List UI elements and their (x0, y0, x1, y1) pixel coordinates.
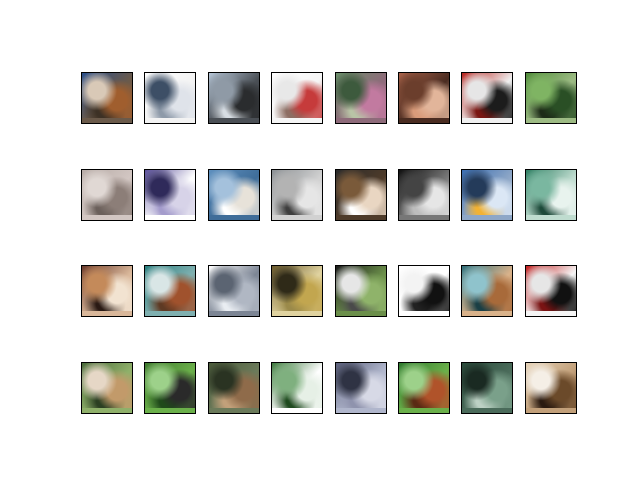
image-thumbnail (208, 169, 260, 221)
image-thumbnail (335, 265, 387, 317)
image-thumbnail (525, 169, 577, 221)
ship-thumbnail (209, 73, 259, 123)
image-thumbnail (398, 362, 450, 414)
horse-thumbnail (145, 363, 195, 413)
cat-thumbnail (82, 73, 132, 123)
image-thumbnail (81, 169, 133, 221)
airplane-thumbnail (272, 363, 322, 413)
frog-thumbnail (462, 363, 512, 413)
image-thumbnail (525, 72, 577, 124)
dog-thumbnail (526, 363, 576, 413)
deer-thumbnail (272, 266, 322, 316)
image-thumbnail (81, 72, 133, 124)
automobile-thumbnail (526, 266, 576, 316)
horse-thumbnail (399, 170, 449, 220)
airplane-thumbnail (209, 170, 259, 220)
ship-thumbnail (145, 73, 195, 123)
bird-thumbnail (462, 266, 512, 316)
image-thumbnail (335, 362, 387, 414)
image-thumbnail (271, 265, 323, 317)
frog-thumbnail (399, 73, 449, 123)
image-thumbnail (525, 265, 577, 317)
image-thumbnail (208, 72, 260, 124)
image-thumbnail (208, 265, 260, 317)
automobile-thumbnail (462, 73, 512, 123)
image-thumbnail (461, 169, 513, 221)
truck-thumbnail (462, 170, 512, 220)
horse-thumbnail (82, 363, 132, 413)
image-thumbnail (461, 72, 513, 124)
ship-thumbnail (526, 170, 576, 220)
image-thumbnail (398, 169, 450, 221)
image-thumbnail (271, 362, 323, 414)
image-thumbnail (271, 72, 323, 124)
image-thumbnail (461, 265, 513, 317)
image-thumbnail (335, 72, 387, 124)
image-thumbnail (271, 169, 323, 221)
image-thumbnail (525, 362, 577, 414)
deer-thumbnail (209, 363, 259, 413)
image-thumbnail (335, 169, 387, 221)
airplane-thumbnail (272, 73, 322, 123)
image-thumbnail (144, 265, 196, 317)
image-thumbnail (398, 265, 450, 317)
truck-thumbnail (272, 170, 322, 220)
image-thumbnail (144, 72, 196, 124)
truck-thumbnail (336, 363, 386, 413)
frog-thumbnail (526, 73, 576, 123)
image-thumbnail (398, 72, 450, 124)
bird-thumbnail (399, 363, 449, 413)
image-thumbnail (81, 362, 133, 414)
horse-thumbnail (336, 266, 386, 316)
cat-thumbnail (82, 170, 132, 220)
image-thumbnail (208, 362, 260, 414)
image-thumbnail (461, 362, 513, 414)
bird-thumbnail (399, 266, 449, 316)
dog-thumbnail (336, 170, 386, 220)
image-thumbnail (144, 169, 196, 221)
truck-thumbnail (145, 170, 195, 220)
image-thumbnail (144, 362, 196, 414)
frog-thumbnail (336, 73, 386, 123)
horse-thumbnail (145, 266, 195, 316)
dog-thumbnail (82, 266, 132, 316)
ship-thumbnail (209, 266, 259, 316)
image-thumbnail (81, 265, 133, 317)
